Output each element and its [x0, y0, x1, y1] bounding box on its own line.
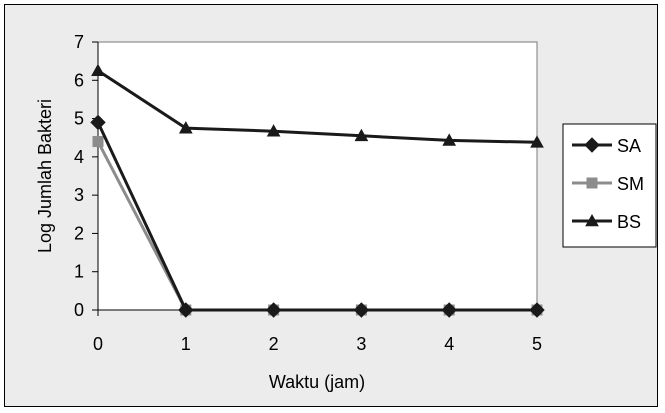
x-tick-label: 1 [181, 334, 191, 354]
y-tick-label: 3 [74, 185, 84, 205]
data-point-sm [92, 136, 104, 148]
y-tick-label: 1 [74, 262, 84, 282]
data-point-bs [530, 135, 544, 148]
y-tick-label: 7 [74, 32, 84, 52]
x-tick-label: 4 [444, 334, 454, 354]
series-bs [91, 63, 544, 148]
y-tick-label: 0 [74, 300, 84, 320]
legend: SA SM BS [562, 123, 657, 248]
series-sa [90, 114, 545, 318]
y-tick-label: 4 [74, 147, 84, 167]
x-tick-label: 2 [269, 334, 279, 354]
y-axis-title: Log Jumlah Bakteri [35, 99, 55, 253]
data-point-bs [442, 133, 457, 146]
legend-label: SA [617, 136, 641, 156]
legend-item-sa: SA [572, 136, 641, 156]
x-tick-label: 5 [532, 334, 542, 354]
legend-swatch-square-icon [586, 177, 598, 189]
x-tick-label: 0 [93, 334, 103, 354]
data-point-sa [178, 302, 194, 318]
plot-area [97, 41, 538, 311]
y-tick-label: 2 [74, 223, 84, 243]
data-point-sa [265, 302, 282, 318]
data-point-bs [354, 128, 369, 142]
legend-label: BS [617, 212, 641, 232]
data-point-bs [91, 63, 105, 77]
data-point-bs [178, 121, 193, 134]
data-point-sa [529, 302, 545, 318]
y-tick-label: 5 [74, 109, 84, 129]
data-point-sa [441, 302, 457, 318]
data-point-bs [266, 124, 281, 137]
legend-swatch-triangle-icon [585, 213, 599, 227]
legend-item-bs: BS [572, 212, 641, 232]
legend-swatch-diamond-icon [584, 137, 600, 153]
y-tick-label: 6 [74, 70, 84, 90]
data-point-sa [353, 302, 370, 318]
data-point-sa [90, 114, 106, 131]
series-sa-line [96, 121, 537, 312]
legend-label: SM [617, 174, 644, 194]
series-bs-line [97, 69, 538, 144]
legend-item-sm: SM [572, 174, 644, 194]
x-axis-title: Waktu (jam) [269, 372, 365, 392]
x-tick-label: 3 [356, 334, 366, 354]
